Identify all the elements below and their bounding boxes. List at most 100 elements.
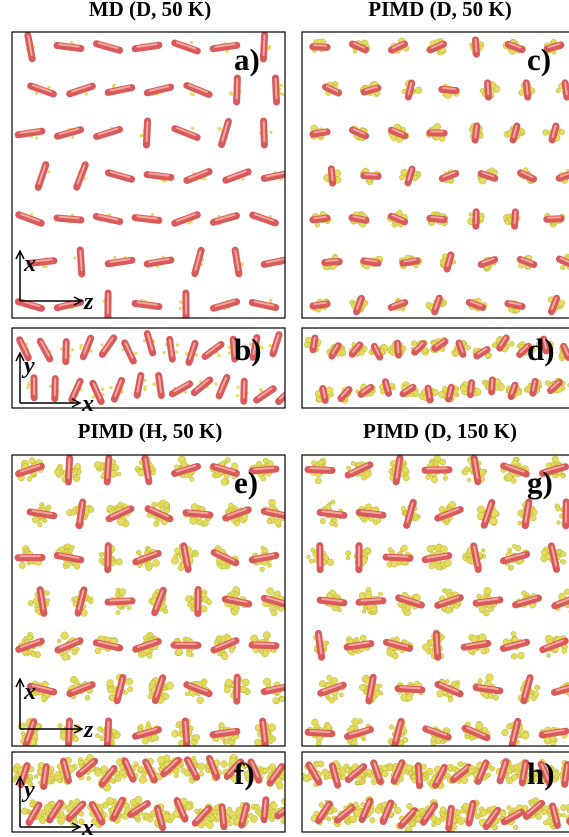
density-blob	[41, 696, 46, 701]
molecule-rod	[175, 43, 198, 51]
density-blob	[415, 87, 422, 94]
density-blob	[291, 764, 298, 771]
density-blob	[267, 519, 272, 524]
density-blob	[435, 563, 441, 569]
density-blob	[45, 591, 50, 596]
density-blob	[112, 83, 115, 86]
density-blob	[444, 559, 451, 566]
density-blob	[21, 808, 28, 815]
density-blob	[134, 762, 138, 766]
density-blob	[158, 756, 165, 763]
density-blob	[214, 805, 219, 810]
density-blob	[511, 653, 517, 659]
density-blob	[269, 131, 272, 134]
density-blob	[229, 648, 234, 653]
density-blob	[490, 518, 498, 526]
density-blob	[320, 607, 324, 611]
density-blob	[156, 519, 160, 523]
molecule-highlight	[237, 79, 238, 98]
density-blob	[201, 593, 206, 598]
density-blob	[311, 511, 316, 516]
density-blob	[304, 602, 308, 606]
density-blob	[228, 503, 233, 508]
density-blob	[40, 809, 45, 814]
density-blob	[486, 354, 491, 359]
density-blob	[559, 129, 564, 134]
density-blob	[234, 521, 240, 527]
molecule-highlight	[400, 687, 419, 688]
density-blob	[541, 549, 547, 555]
density-blob	[309, 559, 313, 563]
density-blob	[225, 458, 230, 463]
molecule-highlight	[315, 165, 316, 184]
density-blob	[291, 556, 297, 562]
density-blob	[296, 772, 300, 776]
density-blob	[303, 814, 308, 819]
density-blob	[295, 644, 299, 648]
density-blob	[295, 562, 302, 569]
density-blob	[234, 605, 240, 611]
density-blob	[293, 647, 300, 654]
axis-name: x	[23, 679, 36, 705]
axis-name: z	[83, 289, 94, 315]
density-blob	[31, 652, 36, 657]
density-blob	[273, 697, 279, 703]
density-blob	[171, 557, 178, 564]
density-blob	[142, 737, 149, 744]
density-blob	[310, 593, 315, 598]
density-blob	[346, 551, 351, 556]
density-blob	[403, 467, 409, 473]
density-blob	[302, 642, 307, 647]
density-blob	[27, 476, 32, 481]
density-blob	[29, 803, 34, 808]
density-blob	[509, 341, 514, 346]
density-blob	[44, 804, 51, 811]
density-blob	[113, 465, 119, 471]
density-blob	[449, 501, 456, 508]
density-blob	[138, 766, 144, 772]
density-blob	[289, 785, 294, 790]
figure: MD (D, 50 K)a)xzb)yxPIMD (D, 50 K)c)d)PI…	[0, 0, 569, 837]
density-blob	[261, 476, 266, 481]
density-blob	[268, 724, 275, 731]
density-blob	[311, 460, 315, 464]
density-blob	[547, 653, 551, 657]
molecule-rod	[19, 215, 41, 223]
density-blob	[363, 606, 367, 610]
density-blob	[206, 599, 211, 604]
density-blob	[313, 687, 318, 692]
density-blob	[310, 596, 314, 600]
density-blob	[89, 600, 93, 604]
density-blob	[305, 735, 309, 739]
density-blob	[303, 807, 310, 814]
density-blob	[58, 723, 62, 727]
density-blob	[508, 548, 512, 552]
molecule-rod	[194, 380, 209, 393]
molecule-highlight	[331, 169, 332, 180]
density-blob	[267, 588, 274, 595]
density-blob	[95, 734, 99, 738]
density-blob	[285, 801, 292, 808]
density-blob	[312, 170, 315, 173]
density-blob	[289, 804, 293, 808]
density-blob	[73, 256, 76, 259]
density-blob	[106, 798, 113, 805]
density-blob	[311, 90, 314, 93]
density-blob	[557, 550, 561, 554]
density-blob	[346, 466, 350, 470]
density-blob	[304, 799, 309, 804]
density-blob	[295, 563, 300, 568]
density-blob	[295, 775, 301, 781]
density-blob	[365, 591, 372, 598]
density-blob	[297, 136, 300, 139]
molecule-highlight	[107, 459, 108, 478]
density-blob	[71, 348, 74, 351]
density-blob	[286, 780, 290, 784]
density-blob	[136, 550, 141, 555]
density-blob	[241, 686, 247, 692]
density-blob	[293, 812, 297, 816]
density-blob	[298, 781, 302, 785]
density-blob	[149, 633, 153, 637]
density-blob	[280, 84, 283, 87]
density-blob	[28, 600, 34, 606]
